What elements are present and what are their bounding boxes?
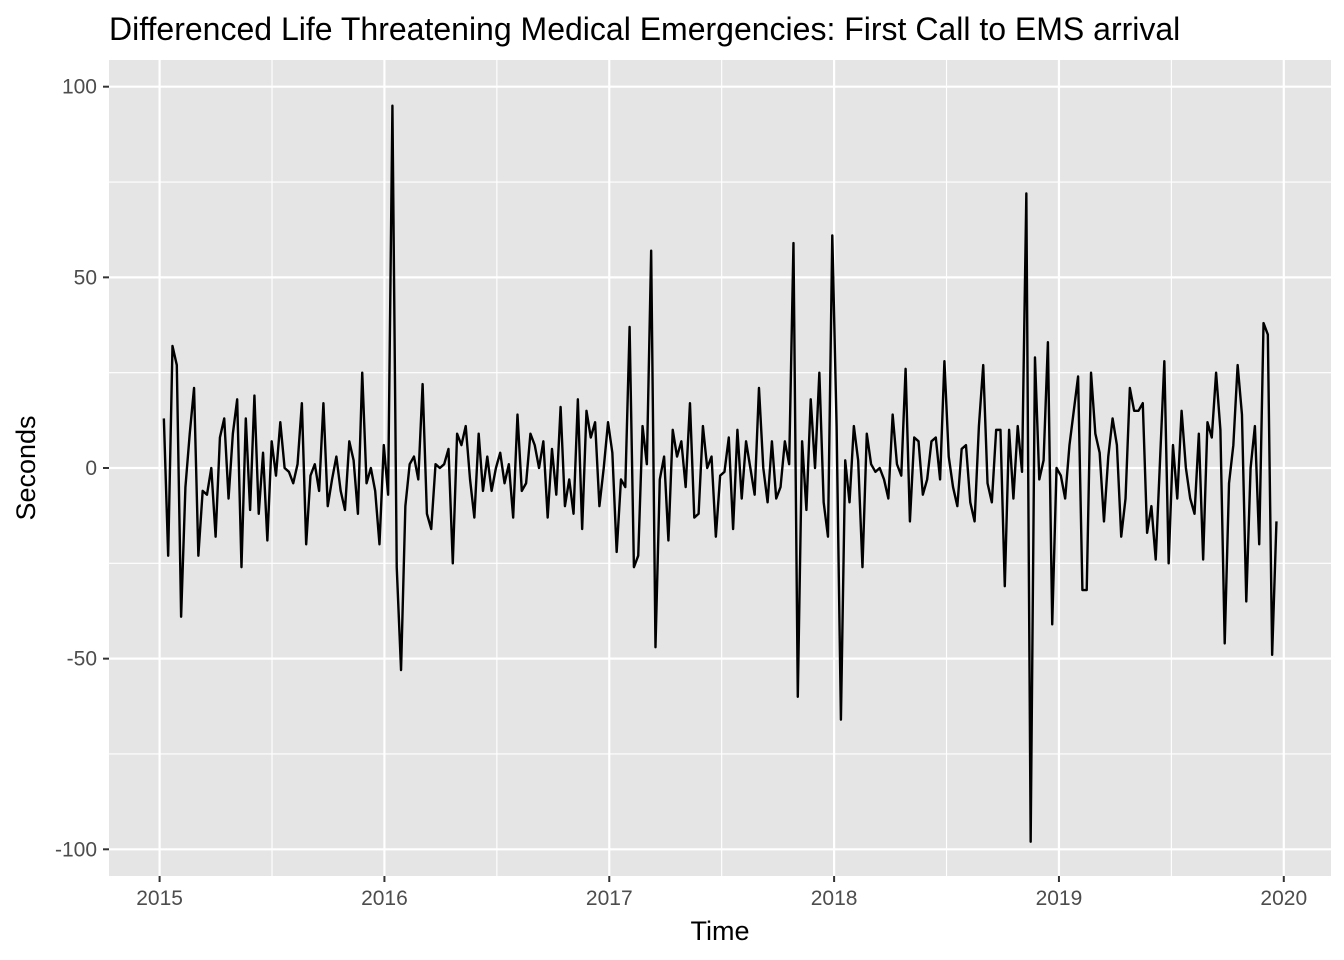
x-axis-title: Time [691,916,750,946]
x-tick-label: 2020 [1260,887,1307,910]
chart-title: Differenced Life Threatening Medical Eme… [109,11,1180,47]
x-tick-label: 2017 [586,887,633,910]
y-axis-title: Seconds [11,415,41,520]
y-tick-label: 0 [85,457,97,480]
series-line [162,104,1278,843]
y-tick-label: 100 [62,76,97,99]
y-tick-label: -100 [55,838,97,861]
x-tick-label: 2019 [1036,887,1083,910]
major-grid [109,60,1331,876]
x-tick-label: 2016 [361,887,408,910]
series-group [162,104,1278,843]
axes: 2015 2016 2017 2018 2019 2020 100 50 0 -50 -100 [55,76,1307,910]
x-tick-label: 2015 [136,887,183,910]
y-tick-label: -50 [67,648,97,671]
x-tick-label: 2018 [811,887,858,910]
y-tick-label: 50 [74,266,97,289]
